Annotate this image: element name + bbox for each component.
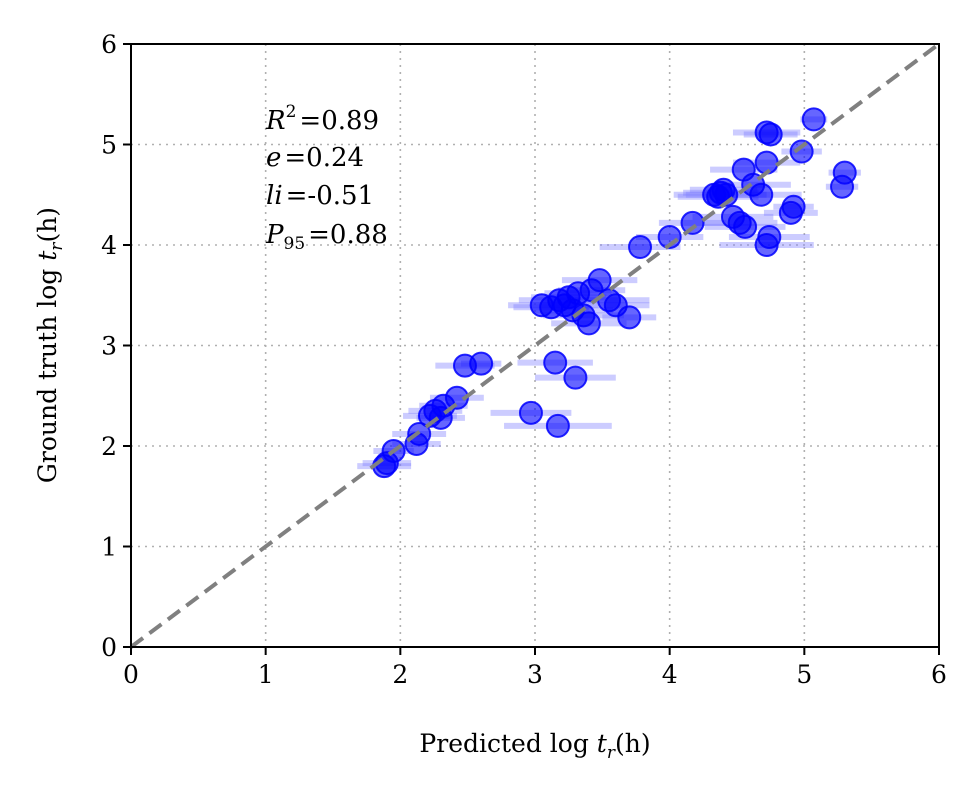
data-point: [801, 107, 826, 132]
data-point: [733, 214, 758, 239]
annotation-e: e =0.24: [266, 143, 364, 173]
data-point: [749, 182, 774, 207]
reference-line-y-equals-x: [129, 42, 941, 649]
data-point: [781, 194, 806, 219]
y-tick-label: 2: [101, 432, 117, 461]
annotation-r2: R2 =0.89: [265, 102, 379, 136]
y-tick-label: 3: [101, 332, 117, 361]
data-point: [587, 268, 612, 293]
y-tick-label: 4: [101, 231, 117, 260]
grid-lines: [131, 44, 939, 647]
y-tick-label: 6: [101, 30, 117, 59]
y-axis-label: Ground truth log tr(h): [33, 207, 67, 483]
y-tick-label: 1: [101, 533, 117, 562]
data-point: [576, 311, 601, 336]
data-point: [469, 351, 494, 376]
annotation-p95: P95 =0.88: [265, 220, 388, 254]
data-point: [789, 139, 814, 164]
y-tick-label: 5: [101, 131, 117, 160]
annotation-li: li =-0.51: [266, 181, 374, 211]
data-point: [757, 224, 782, 249]
x-tick-label: 6: [931, 660, 947, 689]
x-tick-label: 2: [392, 660, 408, 689]
data-point: [758, 122, 783, 147]
data-point: [680, 210, 705, 235]
x-tick-label: 1: [258, 660, 274, 689]
data-point: [617, 305, 642, 330]
stats-annotations: R2 =0.89 e =0.24 li =-0.51 P95 =0.88: [265, 102, 388, 254]
y-tick-label: 0: [101, 633, 117, 662]
data-point: [832, 160, 857, 185]
data-point: [628, 235, 653, 260]
x-tick-label: 0: [123, 660, 139, 689]
x-axis-ticks: 0 1 2 3 4 5 6: [123, 647, 947, 689]
x-axis-label: Predicted log tr(h): [419, 729, 650, 763]
x-tick-label: 4: [662, 660, 678, 689]
x-tick-label: 3: [527, 660, 543, 689]
data-point: [543, 350, 568, 375]
x-tick-label: 5: [796, 660, 812, 689]
data-point: [563, 365, 588, 390]
y-axis-ticks: 0 1 2 3 4 5 6: [101, 30, 131, 662]
data-point: [518, 400, 543, 425]
data-point: [545, 413, 570, 438]
